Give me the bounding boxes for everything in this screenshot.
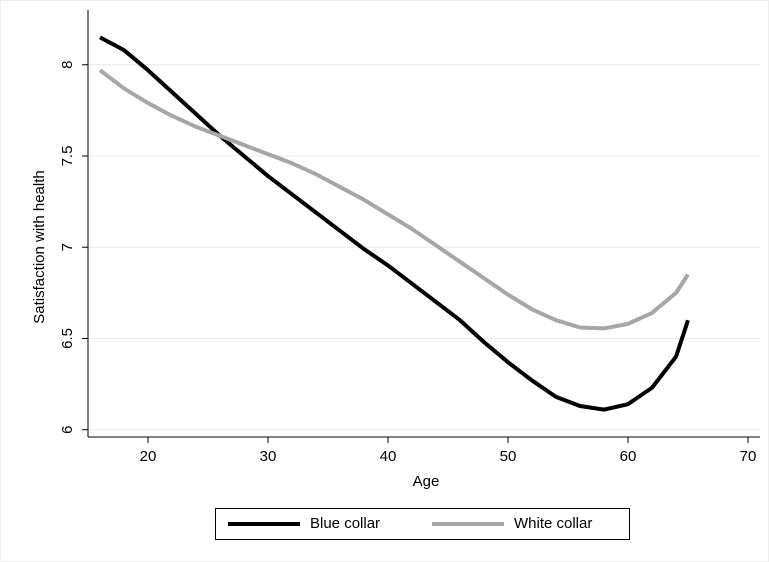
line-series	[99, 35, 690, 412]
x-tick-label: 40	[380, 448, 397, 465]
legend-label: White collar	[514, 515, 592, 532]
x-tick-label: 50	[500, 448, 517, 465]
line-series	[98, 68, 690, 331]
y-tick-label: 7	[59, 243, 76, 251]
y-tick-label: 6	[59, 426, 76, 434]
y-tick-label: 6.5	[59, 328, 76, 349]
x-tick-label: 30	[260, 448, 277, 465]
y-axis-title: Satisfaction with health	[31, 170, 48, 323]
legend-label: Blue collar	[310, 515, 380, 532]
y-tick-label: 8	[59, 61, 76, 69]
x-tick-label: 70	[740, 448, 757, 465]
x-axis-title: Age	[413, 473, 440, 490]
y-tick-label: 7.5	[59, 146, 76, 167]
x-tick-label: 60	[620, 448, 637, 465]
x-tick-label: 20	[140, 448, 157, 465]
